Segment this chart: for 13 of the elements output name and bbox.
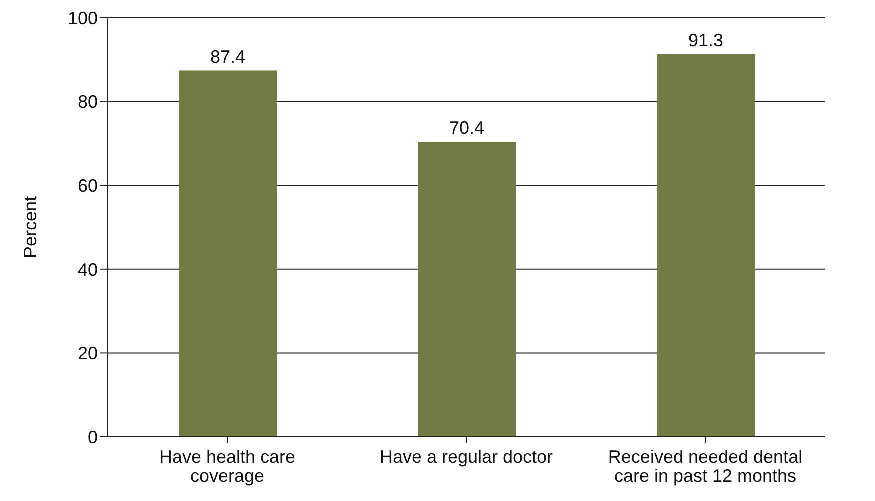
y-axis-title: Percent xyxy=(20,196,40,259)
y-tick-label: 20 xyxy=(78,344,98,364)
y-tick-label: 60 xyxy=(78,176,98,196)
y-tick-label: 40 xyxy=(78,260,98,280)
x-tick-label: Have a regular doctor xyxy=(380,447,554,468)
y-tick-label: 0 xyxy=(88,427,98,448)
y-tick-label: 100 xyxy=(68,8,98,28)
data-label: 70.4 xyxy=(449,118,485,138)
data-label: 91.3 xyxy=(688,30,724,50)
y-tick-label: 80 xyxy=(78,92,98,112)
data-label: 87.4 xyxy=(210,46,246,67)
x-tick-label: Have health care coverage xyxy=(159,447,296,486)
x-tick-label: Received needed dental care in past 12 months xyxy=(608,447,803,486)
